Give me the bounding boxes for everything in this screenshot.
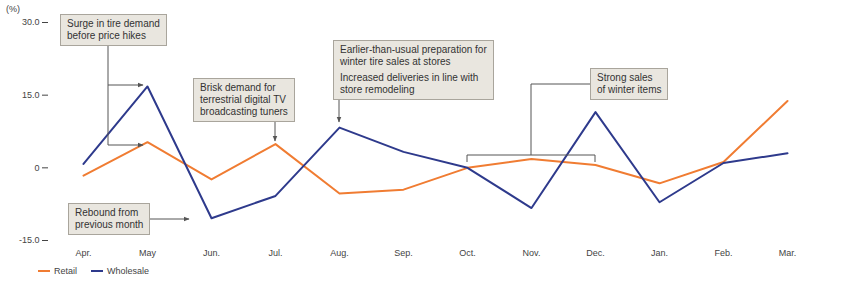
html-text:Retail: Retail: [54, 266, 77, 276]
html-text:Earlier-than-usual preparation: Earlier-than-usual preparation for winte…: [340, 44, 487, 67]
svg-text:Nov.: Nov.: [523, 248, 541, 258]
svg-text:Dec.: Dec.: [586, 248, 605, 258]
html-text:Surge in tire demand before pr: Surge in tire demand before price hikes: [67, 18, 160, 41]
svg-text:Sep.: Sep.: [394, 248, 413, 258]
html-text:Strong sales of winter items: Strong sales of winter items: [597, 72, 662, 95]
svg-text:Aug.: Aug.: [330, 248, 349, 258]
svg-text:30.0: 30.0: [22, 17, 40, 27]
svg-text:Apr.: Apr.: [75, 248, 91, 258]
html-text:Rebound from previous month: Rebound from previous month: [75, 207, 144, 230]
svg-text:Oct.: Oct.: [459, 248, 476, 258]
svg-text:Jan.: Jan.: [651, 248, 668, 258]
svg-text:Mar.: Mar.: [779, 248, 797, 258]
html-text:Wholesale: Wholesale: [107, 266, 149, 276]
html-text:Increased deliveries in line w: Increased deliveries in line with store …: [340, 72, 479, 95]
svg-text:Jul.: Jul.: [268, 248, 282, 258]
svg-text:Feb.: Feb.: [714, 248, 732, 258]
svg-text:0: 0: [34, 163, 39, 173]
svg-text:Jun.: Jun.: [203, 248, 220, 258]
svg-text:15.0: 15.0: [22, 90, 40, 100]
svg-text:May: May: [139, 248, 157, 258]
svg-text:-15.0: -15.0: [19, 235, 40, 245]
html-text:Brisk demand for terrestrial d: Brisk demand for terrestrial digital TV …: [200, 82, 288, 117]
